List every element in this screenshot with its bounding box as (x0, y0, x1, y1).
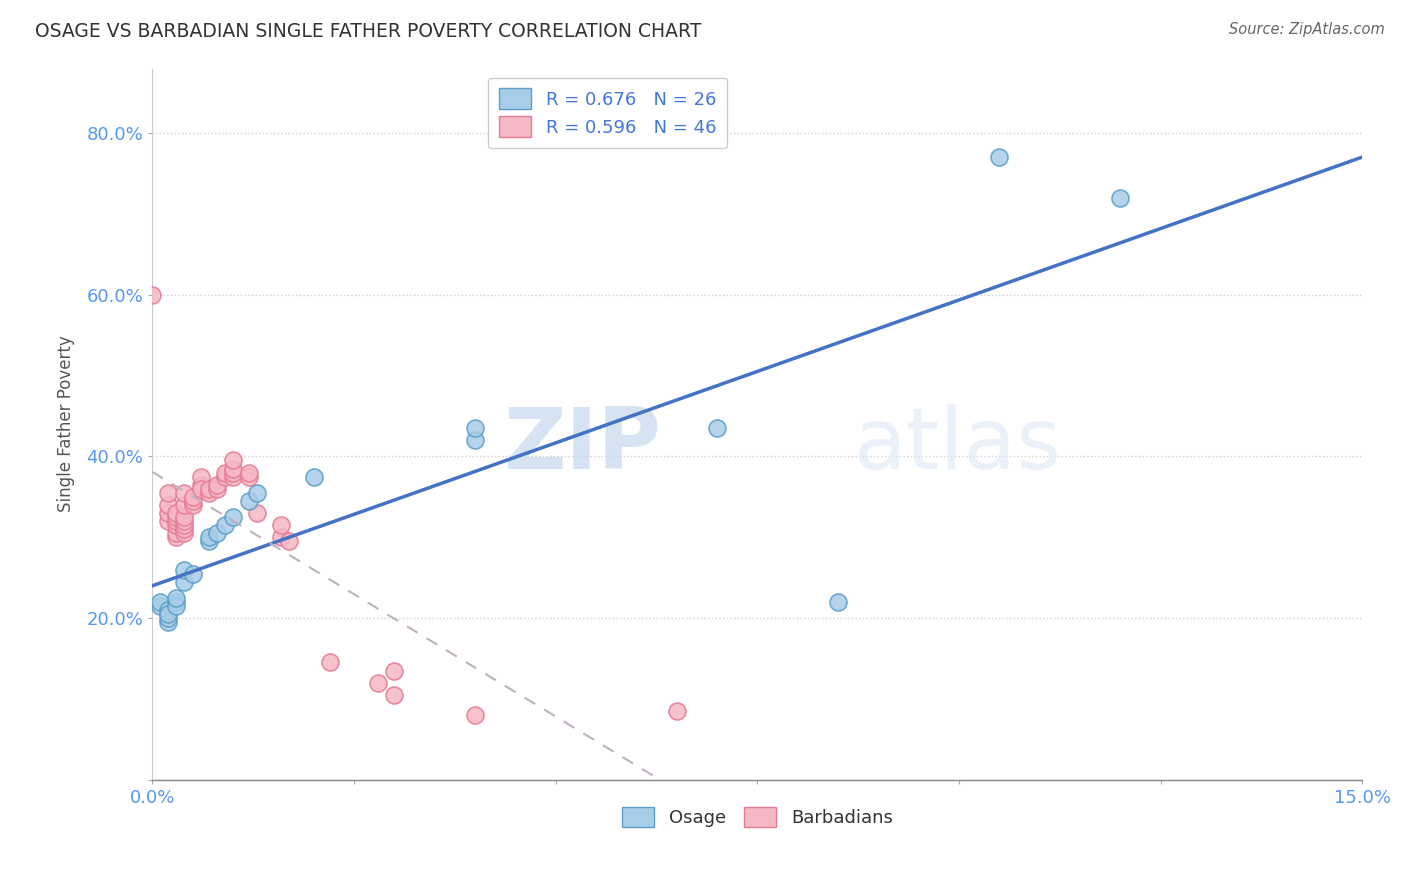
Point (190, 469, 212, 483)
Point (270, 518, 292, 533)
Point (165, 510, 187, 524)
Point (367, 675, 389, 690)
Point (157, 506, 180, 520)
Point (246, 485, 269, 500)
Point (382, 688, 405, 702)
Point (214, 518, 236, 533)
Point (157, 498, 180, 512)
Point (165, 595, 187, 609)
Point (197, 534, 219, 549)
Point (827, 595, 849, 609)
Point (197, 530, 219, 544)
Point (464, 708, 486, 723)
Text: ZIP: ZIP (503, 404, 661, 487)
Point (173, 574, 195, 589)
Point (190, 477, 212, 491)
Point (706, 421, 728, 435)
Point (157, 514, 180, 528)
Point (181, 566, 204, 581)
Point (173, 562, 195, 576)
Point (222, 453, 245, 467)
Point (222, 469, 245, 483)
Text: Source: ZipAtlas.com: Source: ZipAtlas.com (1229, 22, 1385, 37)
Point (246, 506, 269, 520)
Point (149, 599, 172, 613)
Point (165, 530, 187, 544)
Point (173, 510, 195, 524)
Point (173, 526, 195, 541)
Point (318, 656, 340, 670)
Point (197, 485, 219, 500)
Point (190, 482, 212, 496)
Point (141, 287, 163, 301)
Point (205, 477, 228, 491)
Point (278, 534, 301, 549)
Point (165, 518, 187, 533)
Point (181, 493, 204, 508)
Y-axis label: Single Father Poverty: Single Father Poverty (58, 335, 75, 512)
Point (270, 530, 292, 544)
Point (157, 485, 180, 500)
Point (157, 603, 180, 617)
Point (165, 506, 187, 520)
Point (205, 526, 228, 541)
Point (222, 510, 245, 524)
Point (382, 664, 405, 678)
Point (197, 482, 219, 496)
Point (173, 522, 195, 536)
Point (165, 526, 187, 541)
Point (464, 421, 486, 435)
Text: OSAGE VS BARBADIAN SINGLE FATHER POVERTY CORRELATION CHART: OSAGE VS BARBADIAN SINGLE FATHER POVERTY… (35, 22, 702, 41)
Point (165, 514, 187, 528)
Point (205, 482, 228, 496)
Point (173, 485, 195, 500)
Text: atlas: atlas (855, 404, 1062, 487)
Point (214, 466, 236, 480)
Point (165, 591, 187, 605)
Point (222, 461, 245, 475)
Legend: Osage, Barbadians: Osage, Barbadians (614, 799, 900, 835)
Point (173, 518, 195, 533)
Point (149, 595, 172, 609)
Point (165, 599, 187, 613)
Point (988, 150, 1011, 164)
Point (1109, 191, 1132, 205)
Point (464, 434, 486, 448)
Point (157, 615, 180, 629)
Point (214, 469, 236, 483)
Point (665, 704, 688, 718)
Point (157, 611, 180, 625)
Point (181, 498, 204, 512)
Point (181, 490, 204, 504)
Point (157, 607, 180, 621)
Point (173, 498, 195, 512)
Point (173, 514, 195, 528)
Point (222, 466, 245, 480)
Point (238, 493, 260, 508)
Point (238, 466, 260, 480)
Point (238, 469, 260, 483)
Point (302, 469, 325, 483)
